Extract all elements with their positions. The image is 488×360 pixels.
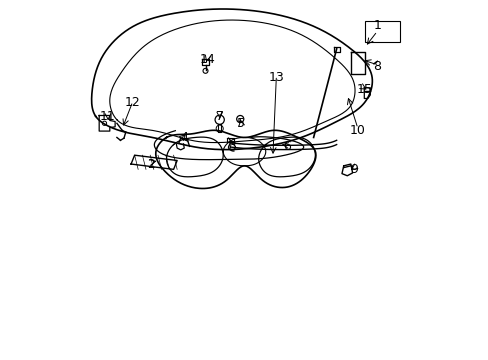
Text: 2: 2 (146, 158, 154, 171)
Text: 5: 5 (237, 117, 244, 130)
Text: 15: 15 (356, 83, 372, 96)
Text: 6: 6 (283, 140, 290, 153)
Text: 11: 11 (100, 110, 116, 123)
Bar (364, 21, 400, 42)
Text: 9: 9 (350, 163, 358, 176)
Text: 3: 3 (228, 140, 236, 153)
Text: 13: 13 (268, 71, 284, 84)
Text: 4: 4 (180, 131, 188, 144)
Text: 7: 7 (215, 110, 223, 123)
Text: 8: 8 (373, 60, 381, 73)
Text: 1: 1 (373, 19, 381, 32)
Text: 12: 12 (125, 95, 141, 108)
Text: 14: 14 (199, 53, 215, 66)
Text: 10: 10 (349, 124, 365, 137)
